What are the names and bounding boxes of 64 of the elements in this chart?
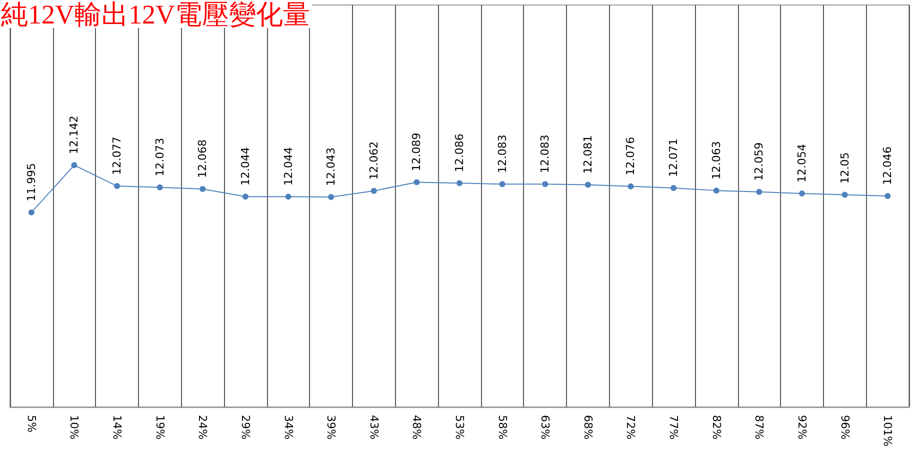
data-label: 12.068 (196, 139, 210, 178)
x-tick-label: 39% (324, 415, 338, 440)
point (798, 190, 805, 196)
point (884, 193, 891, 200)
point (242, 194, 248, 200)
data-label: 12.05 (838, 152, 852, 184)
data-label: 12.044 (238, 147, 252, 186)
x-tick-label: 72% (624, 415, 638, 440)
data-label: 12.059 (752, 142, 766, 181)
data-label: 12.083 (538, 134, 552, 174)
x-tick-label: 92% (795, 415, 808, 440)
data-label: 12.071 (667, 138, 680, 177)
data-label: 12.046 (881, 146, 894, 186)
data-label: 12.086 (453, 134, 466, 172)
x-tick-label: 101% (881, 415, 894, 446)
point (156, 184, 163, 190)
x-tick-label: 48% (410, 415, 424, 440)
point (628, 183, 634, 190)
x-tick-label: 63% (538, 415, 552, 440)
x-tick-label: 5% (24, 415, 38, 432)
x-tick-label: 10% (68, 415, 81, 440)
data-label: 12.077 (110, 136, 124, 176)
x-tick-label: 29% (238, 415, 252, 440)
point (328, 194, 334, 200)
data-label: 12.076 (624, 136, 638, 176)
data-label: 12.062 (367, 141, 380, 180)
point (842, 192, 848, 198)
x-tick-label: 34% (282, 415, 295, 440)
x-tick-label: 96% (838, 415, 852, 440)
x-tick-label: 24% (196, 415, 210, 440)
point (456, 180, 462, 186)
point (414, 179, 420, 186)
point (713, 188, 720, 194)
x-tick-label: 43% (367, 415, 380, 440)
data-label: 12.073 (153, 138, 166, 176)
data-label: 12.089 (410, 132, 424, 172)
x-tick-label: 77% (667, 415, 680, 440)
data-label: 12.054 (795, 144, 808, 182)
data-label: 12.043 (324, 147, 338, 186)
point (370, 188, 377, 194)
point (285, 194, 292, 200)
chart-title: 純12V輸出12V電壓變化量 (1, 0, 310, 30)
point (114, 183, 120, 190)
x-tick-label: 14% (110, 415, 124, 440)
point (584, 182, 591, 188)
data-label: 11.995 (24, 162, 38, 202)
point (28, 209, 34, 216)
point (71, 162, 78, 168)
data-label: 12.083 (496, 134, 509, 174)
data-label: 12.142 (68, 116, 81, 154)
x-tick-label: 82% (710, 415, 723, 440)
point (542, 181, 548, 188)
point (499, 181, 506, 188)
point (670, 184, 677, 191)
point (200, 186, 206, 192)
x-tick-label: 68% (581, 415, 594, 440)
x-tick-label: 53% (453, 415, 466, 440)
point (756, 188, 762, 195)
x-tick-label: 58% (496, 415, 509, 440)
data-label: 12.044 (282, 147, 295, 186)
data-label: 12.081 (581, 135, 594, 174)
x-tick-label: 19% (153, 415, 166, 440)
data-label: 12.063 (710, 141, 723, 180)
x-tick-label: 87% (752, 415, 766, 440)
